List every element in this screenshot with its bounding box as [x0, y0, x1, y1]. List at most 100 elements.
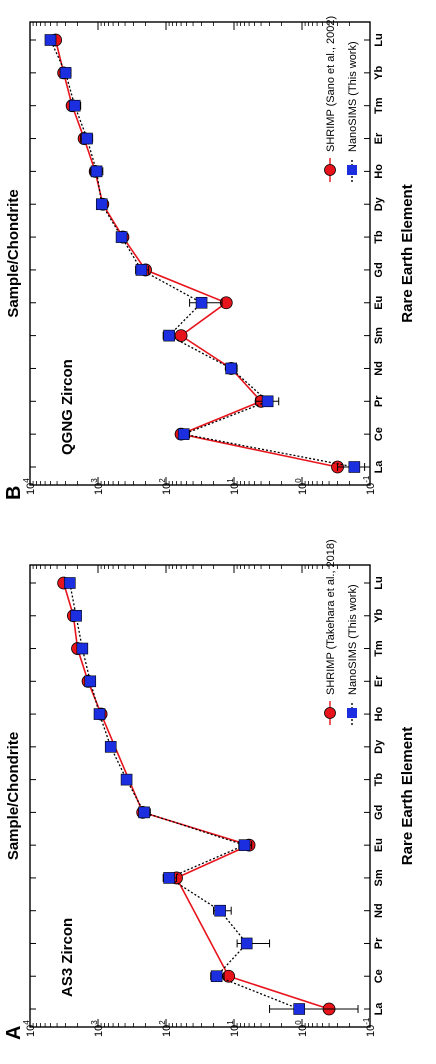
data-point: [115, 231, 128, 243]
data-point: [120, 773, 133, 786]
plot-frame: [29, 21, 371, 486]
x-tick-label: Gd: [373, 262, 385, 277]
chart-panel-b: 10-1 100 101 102 103 104 La Ce Pr Nd Sm Eu Gd Tb Dy Ho E…: [3, 16, 416, 500]
data-point: [104, 741, 117, 753]
x-tick-label: Sm: [373, 869, 385, 886]
x-tick-label: Yb: [373, 608, 385, 622]
data-point: [63, 577, 76, 589]
data-point: [238, 839, 251, 851]
y-axis-title: Sample/Chondrite: [5, 189, 22, 317]
legend-marker: [324, 164, 336, 176]
x-tick-label: Ho: [373, 706, 385, 721]
panel-label: B: [3, 486, 25, 500]
panel-label: A: [3, 1026, 25, 1040]
y-tick-label: 100: [294, 478, 309, 495]
data-point: [90, 165, 103, 178]
data-point: [68, 99, 81, 112]
x-tick-label: Lu: [373, 576, 385, 589]
data-point: [195, 296, 208, 309]
data-point: [81, 132, 93, 145]
x-tick-label: Nd: [373, 903, 385, 918]
series-shrimp: [57, 576, 336, 1016]
x-axis-title: Rare Earth Element: [399, 184, 416, 322]
legend-label: SHRIMP (Takehara et al., 2018): [325, 539, 337, 695]
data-point: [59, 67, 72, 79]
x-tick-label: Er: [373, 675, 385, 687]
data-point: [135, 264, 148, 276]
y-axis-title: Sample/Chondrite: [5, 732, 22, 860]
data-point: [163, 329, 175, 342]
y-tick-label: 100: [294, 1020, 309, 1037]
x-tick-label: Sm: [373, 327, 385, 344]
legend-marker: [347, 708, 357, 718]
legend-label: NanoSIMS (This work): [347, 584, 359, 695]
x-tick-label: Dy: [373, 196, 385, 211]
x-tick-label: Tb: [373, 773, 385, 787]
x-tick-label: Nd: [373, 361, 385, 376]
legend: SHRIMP (Sano et al., 2002) NanoSIMS (This…: [324, 16, 359, 182]
legend-marker: [347, 165, 357, 175]
legend-label: NanoSIMS (This work): [347, 41, 359, 152]
chart-title: QGNG Zircon: [59, 359, 76, 455]
data-point: [70, 609, 82, 622]
data-point: [261, 395, 274, 408]
data-point: [138, 806, 150, 819]
y-tick-label: 10-1: [362, 475, 377, 495]
x-tick-label: Tm: [373, 97, 385, 114]
series-nanosims: [63, 577, 359, 1015]
data-point: [210, 970, 223, 983]
data-point: [240, 937, 253, 950]
series-nanosims: [44, 34, 366, 473]
data-point: [93, 708, 106, 720]
y-tick-label: 10-1: [362, 1017, 377, 1037]
y-tick-label: 102: [158, 1020, 173, 1037]
x-tick-label: Er: [373, 132, 385, 144]
data-point: [84, 675, 97, 688]
x-tick-label: Dy: [373, 739, 385, 754]
y-tick-label: 103: [90, 478, 105, 495]
series-line: [54, 39, 338, 468]
y-tick-label: 101: [226, 1020, 241, 1037]
plot-frame: [29, 564, 371, 1028]
x-tick-label: Tm: [373, 640, 385, 657]
x-tick-label: Tb: [373, 230, 385, 244]
series-line: [69, 582, 300, 1010]
y-tick-label: 103: [90, 1020, 105, 1037]
data-point: [44, 34, 57, 46]
data-point: [225, 362, 237, 375]
data-point: [177, 428, 190, 440]
series-line: [62, 582, 330, 1010]
x-tick-label: Gd: [373, 805, 385, 820]
x-tick-label: Ce: [373, 969, 385, 983]
x-tick-label: Eu: [373, 296, 385, 310]
data-point: [76, 642, 89, 655]
x-tick-label: Yb: [373, 66, 385, 80]
data-point: [174, 329, 188, 343]
legend-marker: [324, 707, 336, 719]
y-tick-label: 102: [158, 478, 173, 495]
x-tick-label: Ce: [373, 427, 385, 441]
plot-layer: 10-1 100 101 102 103 104 La Ce Pr Nd Sm Eu Gd Tb Dy Ho E…: [3, 16, 416, 1040]
data-point: [348, 461, 361, 473]
y-tick-label: 104: [22, 478, 37, 495]
chart-panel-a: 10-1 100 101 102 103 104 La Ce Pr Nd Sm Eu Gd Tb Dy Ho E…: [3, 539, 416, 1040]
series-line: [49, 39, 355, 468]
series-shrimp: [49, 33, 344, 474]
data-point: [214, 904, 226, 917]
x-axis-title: Rare Earth Element: [399, 727, 416, 865]
legend-label: SHRIMP (Sano et al., 2002): [325, 16, 337, 152]
x-tick-label: La: [373, 1002, 385, 1016]
y-tick-label: 101: [226, 478, 241, 495]
x-tick-label: Lu: [373, 33, 385, 46]
x-tick-label: Ho: [373, 164, 385, 179]
data-point: [293, 1003, 305, 1015]
chart-title: AS3 Zircon: [59, 918, 76, 997]
x-tick-label: Pr: [373, 937, 385, 949]
x-tick-label: Eu: [373, 838, 385, 852]
legend: SHRIMP (Takehara et al., 2018) NanoSIMS (…: [324, 539, 359, 725]
data-point: [95, 198, 108, 211]
x-tick-label: La: [373, 460, 385, 474]
data-point: [163, 872, 175, 884]
y-tick-label: 104: [22, 1020, 37, 1037]
